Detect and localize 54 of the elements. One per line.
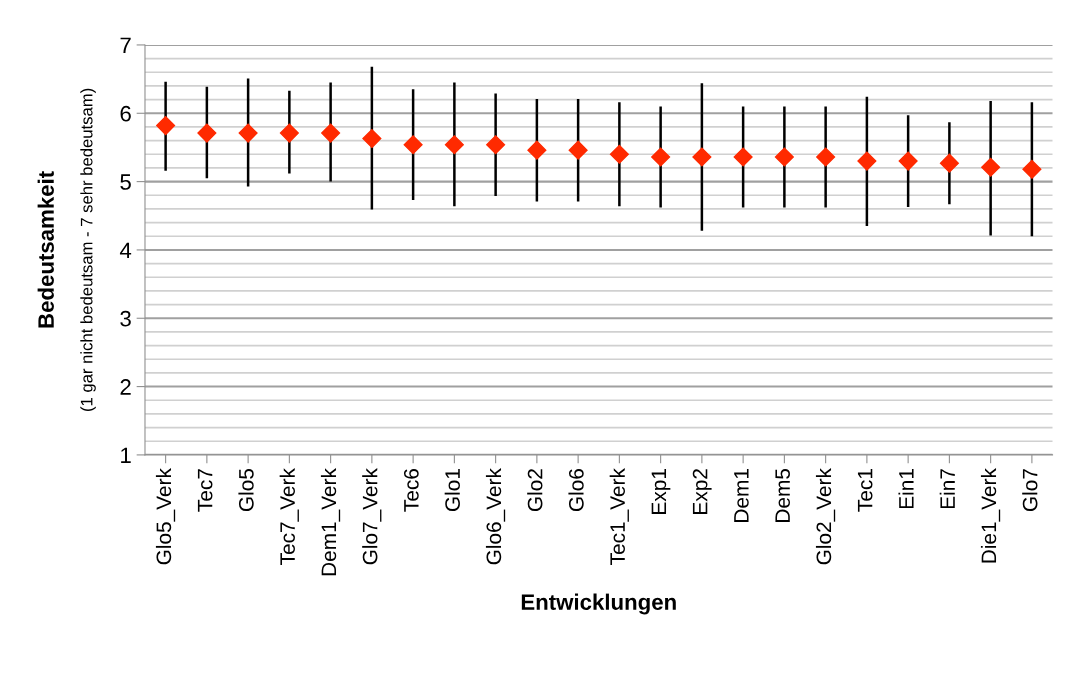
y-tick-label: 2 [120, 379, 131, 395]
point [774, 147, 794, 167]
x-tick-label: Tec7_Verk [279, 468, 299, 565]
x-axis-title: Entwicklungen [521, 593, 676, 615]
x-tick-label: Glo6_Verk [485, 468, 506, 565]
y-tick-label: 1 [121, 447, 131, 463]
x-tick-label: Dem1 [734, 469, 749, 522]
x-tick-label: Exp2 [692, 469, 712, 514]
point [444, 135, 464, 155]
x-tick-label: Glo7_Verk [362, 468, 382, 565]
point [197, 123, 217, 143]
point [156, 116, 176, 136]
point [651, 147, 671, 167]
point [238, 123, 258, 143]
point [403, 135, 423, 155]
point [939, 153, 959, 173]
point [321, 123, 341, 143]
x-tick-label: Dem5 [775, 468, 790, 522]
point [981, 157, 1001, 177]
x-tick-label: Tec7 [197, 469, 213, 512]
x-tick-label: Tec6 [403, 469, 419, 512]
text: (1 gar nicht bedeutsam - 7 sehr bedeutsam) [80, 88, 96, 411]
x-tick-label: Exp1 [651, 469, 671, 514]
y-tick-label: 7 [120, 37, 131, 53]
y-tick-label: 5 [120, 174, 131, 190]
point [609, 144, 629, 164]
y-tick-label: 4 [119, 242, 132, 258]
point [362, 129, 382, 149]
x-tick-label: Ein1 [898, 469, 914, 509]
y-tick-label: 3 [120, 310, 131, 327]
x-tick-label: Die1_Verk [980, 468, 1001, 563]
point [692, 147, 712, 167]
point [486, 135, 506, 155]
x-tick-label: Glo1 [444, 469, 460, 512]
x-tick-label: Glo5 [238, 468, 254, 512]
y-axis-title: Bedeutsamkeit [37, 171, 54, 328]
x-tick-label: Glo6 [568, 469, 584, 512]
point [527, 140, 547, 160]
point [816, 147, 836, 167]
point [279, 123, 299, 143]
x-tick-label: Glo7 [1022, 469, 1038, 512]
x-tick-label: Dem1_Verk [320, 468, 341, 576]
point [1022, 159, 1042, 179]
point [733, 147, 753, 167]
x-tick-label: Tec1_Verk [609, 468, 629, 565]
point [568, 140, 588, 160]
point [857, 151, 877, 171]
x-tick-label: Ein7 [939, 469, 955, 509]
x-tick-label: Glo2 [527, 469, 543, 512]
x-tick-label: Glo5_Verk [155, 468, 176, 565]
point [898, 151, 918, 171]
y-tick-label: 6 [120, 105, 131, 122]
x-tick-label: Glo2_Verk [815, 468, 836, 565]
x-tick-label: Tec1 [857, 469, 873, 512]
